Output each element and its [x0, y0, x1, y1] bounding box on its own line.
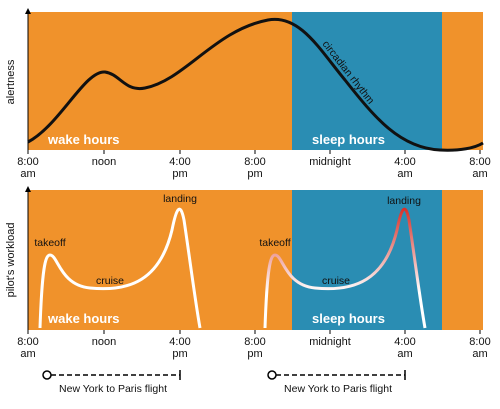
workload-curve [38, 207, 202, 329]
x-tick-label: 8:00 [17, 156, 38, 168]
landing-label: landing [163, 193, 197, 205]
cruise-label: cruise [96, 275, 124, 287]
takeoff-label: takeoff [259, 237, 290, 249]
x-tick-label: 8:00 [17, 336, 38, 348]
x-tick-label: 4:00 [394, 156, 415, 168]
x-tick-label: noon [92, 156, 116, 168]
x-tick-label: am [472, 348, 487, 360]
cruise-label: cruise [322, 275, 350, 287]
sleep-region [292, 190, 442, 330]
x-tick-label: 4:00 [394, 336, 415, 348]
x-tick-label: midnight [309, 336, 351, 348]
flight-label: New York to Paris flight [59, 383, 167, 395]
takeoff-label: takeoff [34, 237, 65, 249]
x-tick-label: pm [172, 168, 187, 180]
sleep-label: sleep hours [312, 311, 385, 326]
x-tick-label: pm [172, 348, 187, 360]
wake-label: wake hours [47, 311, 120, 326]
wake-label: wake hours [47, 132, 120, 147]
x-tick-label: am [20, 168, 35, 180]
circadian-curve [27, 17, 484, 152]
departure-marker [267, 370, 277, 380]
x-tick-label: 8:00 [469, 336, 490, 348]
x-tick-label: midnight [309, 156, 351, 168]
y-axis-label: pilot's workload [5, 223, 17, 298]
x-tick-label: 8:00 [469, 156, 490, 168]
flight-label: New York to Paris flight [284, 383, 392, 395]
x-tick-label: 8:00 [244, 156, 265, 168]
landing-label: landing [387, 195, 421, 207]
workload-curve [263, 207, 427, 329]
x-tick-label: noon [92, 336, 116, 348]
x-tick-label: 4:00 [169, 336, 190, 348]
x-tick-label: pm [247, 168, 262, 180]
x-tick-label: 8:00 [244, 336, 265, 348]
axis-arrow [25, 186, 31, 192]
x-tick-label: am [397, 168, 412, 180]
axis-arrow [25, 8, 31, 14]
x-tick-label: am [397, 348, 412, 360]
y-axis-label: alertness [5, 59, 17, 104]
x-tick-label: pm [247, 348, 262, 360]
sleep-label: sleep hours [312, 132, 385, 147]
sleep-region [292, 12, 442, 150]
departure-marker [42, 370, 52, 380]
x-tick-label: 4:00 [169, 156, 190, 168]
x-tick-label: am [472, 168, 487, 180]
x-tick-label: am [20, 348, 35, 360]
